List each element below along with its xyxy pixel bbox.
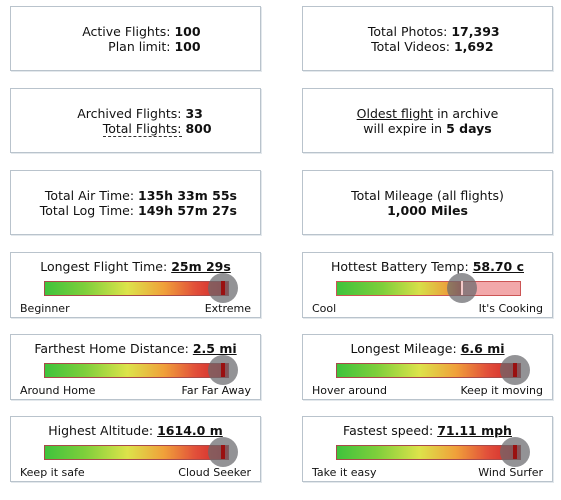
meter-knob (208, 437, 239, 467)
total-mileage-title: Total Mileage (all flights) (351, 187, 504, 203)
meter-max-label: Wind Surfer (478, 466, 543, 479)
meter-title: Farthest Home Distance: 2.5 mi (34, 341, 237, 356)
meter-min-label: Take it easy (312, 466, 377, 479)
total-flights-link[interactable]: Total Flights: (102, 120, 182, 137)
meter-max-label: It's Cooking (478, 302, 543, 315)
total-photos-line: Total Photos: 17,393 (367, 23, 500, 39)
meter-title: Longest Flight Time: 25m 29s (40, 259, 231, 274)
meter-max-label: Extreme (204, 302, 251, 315)
media-totals-card: Total Photos: 17,393 Total Videos: 1,692 (302, 6, 553, 71)
meter-title: Fastest speed: 71.11 mph (343, 423, 512, 438)
total-mileage-card: Total Mileage (all flights) 1,000 Miles (302, 170, 553, 235)
meter-knob (500, 437, 531, 467)
meter-max-label: Keep it moving (460, 384, 543, 397)
meter-title: Highest Altitude: 1614.0 m (48, 423, 223, 438)
total-flights-line: Total Flights: 800 (102, 120, 212, 137)
meter-card-farthest-home-distance: Farthest Home Distance: 2.5 mi Around Ho… (10, 334, 261, 400)
meter-card-hottest-battery-temp: Hottest Battery Temp: 58.70 c Cool It's … (302, 252, 553, 318)
meter-knob (446, 273, 477, 303)
archive-expiry-card: Oldest flight in archive will expire in … (302, 88, 553, 153)
meter-knob (208, 355, 239, 385)
meter-bar (44, 445, 229, 460)
meter-knob (500, 355, 531, 385)
meter-bar (336, 445, 521, 460)
total-mileage-value: 1,000 Miles (387, 202, 468, 218)
meter-max-label: Cloud Seeker (178, 466, 251, 479)
oldest-flight-line: Oldest flight in archive (356, 105, 499, 121)
meter-card-highest-altitude: Highest Altitude: 1614.0 m Keep it safe … (10, 416, 261, 482)
total-videos-line: Total Videos: 1,692 (371, 38, 494, 54)
expiry-line: will expire in 5 days (363, 120, 492, 136)
meter-min-label: Beginner (20, 302, 70, 315)
meter-knob (208, 273, 239, 303)
meter-min-label: Hover around (312, 384, 387, 397)
meter-title: Hottest Battery Temp: 58.70 c (331, 259, 524, 274)
meter-max-label: Far Far Away (181, 384, 251, 397)
total-log-time-line: Total Log Time: 149h 57m 27s (39, 202, 237, 218)
oldest-flight-link[interactable]: Oldest flight (356, 105, 434, 121)
total-air-time-line: Total Air Time: 135h 33m 55s (44, 187, 237, 203)
meter-bar (336, 281, 521, 296)
meter-min-label: Keep it safe (20, 466, 85, 479)
meter-min-label: Cool (312, 302, 337, 315)
meter-card-longest-mileage: Longest Mileage: 6.6 mi Hover around Kee… (302, 334, 553, 400)
plan-limit-line: Plan limit: 100 (108, 38, 201, 54)
meter-card-fastest-speed: Fastest speed: 71.11 mph Take it easy Wi… (302, 416, 553, 482)
meter-bar (44, 363, 229, 378)
meter-bar (44, 281, 229, 296)
meter-min-label: Around Home (20, 384, 96, 397)
active-flights-card: Active Flights: 100 Plan limit: 100 (10, 6, 261, 71)
air-time-card: Total Air Time: 135h 33m 55s Total Log T… (10, 170, 261, 235)
active-flights-line: Active Flights: 100 (82, 23, 201, 39)
meter-bar (336, 363, 521, 378)
meter-card-longest-flight-time: Longest Flight Time: 25m 29s Beginner Ex… (10, 252, 261, 318)
meter-title: Longest Mileage: 6.6 mi (350, 341, 505, 356)
archived-flights-line: Archived Flights: 33 (77, 105, 203, 121)
archived-flights-card: Archived Flights: 33 Total Flights: 800 (10, 88, 261, 153)
